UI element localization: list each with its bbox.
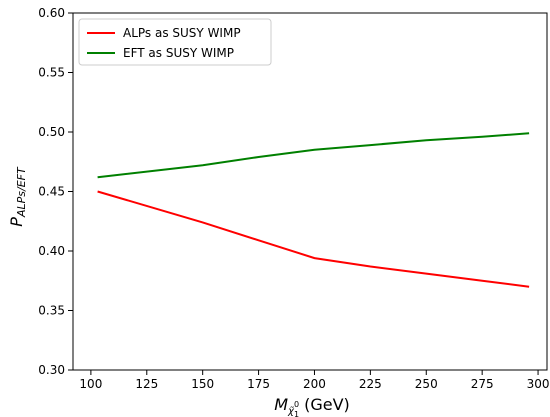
x-axis-title-sub-sup: 0 <box>294 400 299 409</box>
y-tick-label: 0.60 <box>38 6 65 20</box>
y-tick-label: 0.35 <box>38 304 65 318</box>
x-tick-label: 175 <box>247 377 270 391</box>
x-axis-title-unit: (GeV) <box>304 395 350 414</box>
x-tick-label: 275 <box>471 377 494 391</box>
legend-label-2: EFT as SUSY WIMP <box>123 46 234 60</box>
series-line-2 <box>97 132 530 179</box>
x-tick-label: 300 <box>527 377 550 391</box>
y-tick-label: 0.40 <box>38 244 65 258</box>
x-tick-label: 200 <box>303 377 326 391</box>
axes-layer: 100 125 150 175 200 225 250 275 300 0.30 0.35 0.40 0… <box>38 6 549 391</box>
y-tick-label: 0.30 <box>38 363 65 377</box>
plot-area <box>73 13 547 370</box>
series-line-1 <box>97 190 530 288</box>
x-tick-label: 150 <box>191 377 214 391</box>
y-axis-title-sub: ALPs/EFT <box>15 166 28 218</box>
x-axis-title: Mχ̃0 1 (GeV) <box>274 395 350 417</box>
x-tick-label: 250 <box>415 377 438 391</box>
x-axis-title-sub-sub: 1 <box>294 410 299 417</box>
x-tick-label: 125 <box>135 377 158 391</box>
y-axis-title-main: P <box>7 217 26 227</box>
legend: ALPs as SUSY WIMP EFT as SUSY WIMP <box>78 18 272 66</box>
y-tick-label: 0.55 <box>38 66 65 80</box>
x-tick-label: 225 <box>359 377 382 391</box>
plot-background <box>73 13 547 370</box>
legend-label-1: ALPs as SUSY WIMP <box>123 26 241 40</box>
y-axis-title: PALPs/EFT <box>7 166 28 227</box>
y-tick-label: 0.45 <box>38 185 65 199</box>
x-axis-title-main: M <box>274 395 288 414</box>
series-layer <box>97 132 530 288</box>
legend-box <box>78 18 272 66</box>
y-tick-label: 0.50 <box>38 125 65 139</box>
x-tick-label: 100 <box>79 377 102 391</box>
x-axis-title-sub: χ̃ <box>287 405 295 417</box>
